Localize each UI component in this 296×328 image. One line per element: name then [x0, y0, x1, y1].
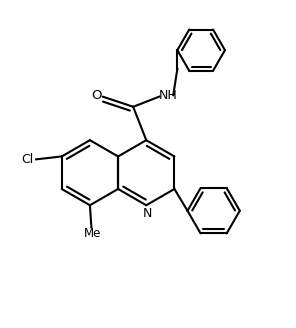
Text: O: O	[91, 89, 102, 102]
Text: N: N	[142, 207, 152, 220]
Text: NH: NH	[159, 89, 177, 102]
Text: Me: Me	[84, 227, 102, 240]
Text: Cl: Cl	[21, 153, 33, 166]
